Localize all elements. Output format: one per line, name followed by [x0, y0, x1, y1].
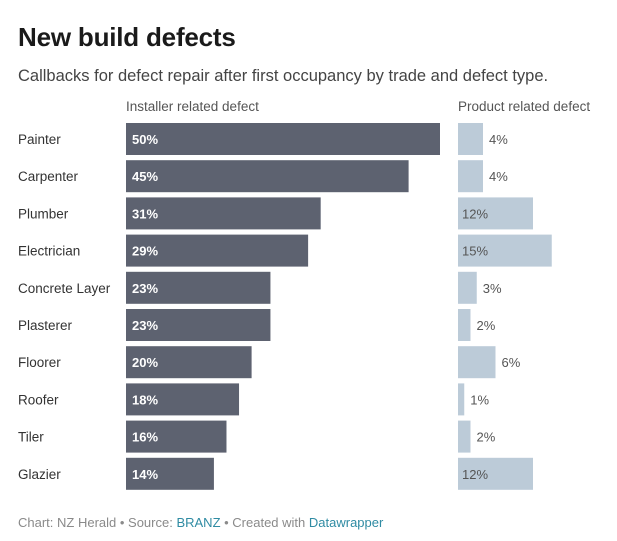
product-bar-plumber — [458, 197, 533, 230]
chart-footer: Chart: NZ Herald • Source: BRANZ • Creat… — [18, 515, 383, 530]
product-value-glazier: 12% — [462, 467, 488, 482]
category-label-roofer: Roofer — [18, 392, 59, 407]
installer-value-concrete-layer: 23% — [132, 281, 158, 296]
category-label-plasterer: Plasterer — [18, 318, 73, 333]
category-label-concrete-layer: Concrete Layer — [18, 281, 111, 296]
installer-bar-roofer — [126, 383, 240, 416]
installer-column-header: Installer related defect — [126, 99, 259, 114]
installer-bar-floorer — [126, 346, 252, 379]
product-bar-carpenter — [458, 160, 483, 193]
installer-bar-tiler — [126, 420, 227, 453]
installer-value-glazier: 14% — [132, 467, 158, 482]
category-label-carpenter: Carpenter — [18, 169, 79, 184]
installer-bar-electrician — [126, 234, 309, 267]
installer-value-electrician: 29% — [132, 244, 158, 259]
product-column-header: Product related defect — [458, 99, 591, 114]
product-value-tiler: 2% — [477, 430, 496, 445]
installer-value-painter: 50% — [132, 132, 158, 147]
footer-credit: Chart: NZ Herald — [18, 515, 117, 530]
installer-bar-plumber — [126, 197, 321, 230]
installer-value-carpenter: 45% — [132, 169, 158, 184]
footer-separator-source: • Source: — [116, 515, 177, 530]
installer-bar-concrete-layer — [126, 271, 271, 304]
product-bar-roofer — [458, 383, 465, 416]
category-label-tiler: Tiler — [18, 430, 44, 445]
product-value-carpenter: 4% — [489, 169, 508, 184]
product-value-painter: 4% — [489, 132, 508, 147]
installer-value-tiler: 16% — [132, 430, 158, 445]
chart-title: New build defects — [18, 22, 236, 52]
bar-chart: Painter 50% 4% Carpenter 45% 4% Plumber 31% 12% E… — [18, 123, 552, 490]
product-bar-floorer — [458, 346, 496, 379]
footer-separator-tool: • Created with — [220, 515, 309, 530]
chart-subtitle: Callbacks for defect repair after first … — [18, 67, 549, 85]
installer-bar-glazier — [126, 457, 214, 490]
installer-bar-painter — [126, 123, 440, 155]
source-link[interactable]: BRANZ — [176, 515, 221, 530]
category-label-floorer: Floorer — [18, 355, 61, 370]
product-value-plasterer: 2% — [477, 318, 496, 333]
installer-bar-plasterer — [126, 309, 271, 341]
installer-value-floorer: 20% — [132, 355, 158, 370]
installer-value-plumber: 31% — [132, 206, 158, 221]
category-label-electrician: Electrician — [18, 244, 80, 259]
product-bar-glazier — [458, 457, 533, 490]
installer-value-plasterer: 23% — [132, 318, 158, 333]
installer-value-roofer: 18% — [132, 392, 158, 407]
product-bar-concrete-layer — [458, 271, 477, 304]
category-label-painter: Painter — [18, 132, 61, 147]
product-value-plumber: 12% — [462, 206, 488, 221]
product-bar-electrician — [458, 234, 552, 267]
installer-bar-carpenter — [126, 160, 409, 193]
product-bar-plasterer — [458, 309, 471, 341]
datawrapper-link[interactable]: Datawrapper — [308, 515, 384, 530]
product-value-roofer: 1% — [470, 392, 489, 407]
product-value-concrete-layer: 3% — [483, 281, 502, 296]
category-label-plumber: Plumber — [18, 206, 69, 221]
product-bar-painter — [458, 123, 483, 155]
product-value-floorer: 6% — [502, 355, 521, 370]
category-label-glazier: Glazier — [18, 467, 61, 482]
product-bar-tiler — [458, 420, 471, 453]
product-value-electrician: 15% — [462, 244, 488, 259]
